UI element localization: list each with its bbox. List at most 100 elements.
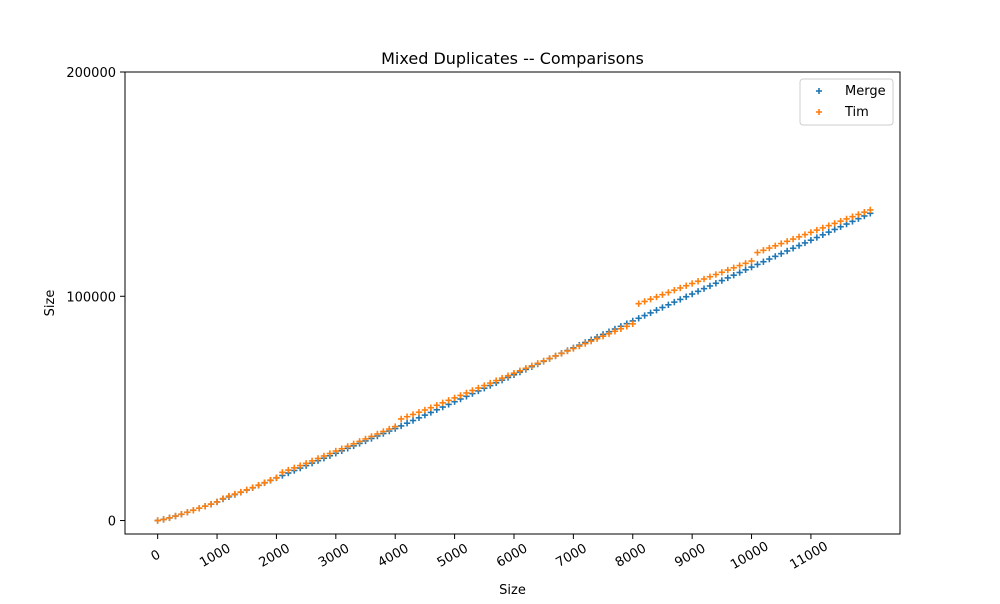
data-point-tim xyxy=(688,280,696,287)
data-point-tim xyxy=(201,502,209,510)
data-point-tim xyxy=(849,213,856,220)
data-point-tim xyxy=(225,492,233,500)
data-point-merge xyxy=(712,280,720,287)
data-point-merge xyxy=(700,285,708,292)
data-point-merge xyxy=(789,245,797,252)
data-point-merge xyxy=(730,271,737,279)
data-point-tim xyxy=(534,360,541,367)
data-point-merge xyxy=(813,234,821,241)
data-point-tim xyxy=(492,377,500,384)
data-point-merge xyxy=(736,269,743,276)
data-point-tim xyxy=(291,464,298,472)
data-point-merge xyxy=(825,228,832,236)
data-point-tim xyxy=(231,490,239,498)
data-point-tim xyxy=(510,369,518,377)
data-point-tim xyxy=(522,365,530,372)
data-point-tim xyxy=(314,455,322,462)
data-point-tim xyxy=(415,409,423,416)
data-point-merge xyxy=(760,258,767,265)
legend-label-tim: Tim xyxy=(844,105,869,120)
data-point-tim xyxy=(552,352,559,360)
data-point-merge xyxy=(647,309,654,317)
data-point-tim xyxy=(831,220,838,227)
x-tick-label: 7000 xyxy=(554,541,590,571)
data-point-tim xyxy=(178,511,185,518)
data-point-merge xyxy=(795,242,803,249)
y-tick-label: 0 xyxy=(108,515,116,530)
data-point-tim xyxy=(540,357,547,365)
data-point-tim xyxy=(380,428,387,435)
data-point-tim xyxy=(528,362,536,369)
data-point-tim xyxy=(338,445,345,452)
data-point-tim xyxy=(694,278,702,285)
data-point-tim xyxy=(392,423,399,430)
x-tick-label: 6000 xyxy=(494,541,530,571)
data-point-tim xyxy=(350,440,357,448)
x-tick-label: 5000 xyxy=(435,541,471,571)
data-point-tim xyxy=(558,350,565,357)
data-point-tim xyxy=(783,238,791,245)
data-point-tim xyxy=(439,399,446,407)
x-tick-label: 9000 xyxy=(672,541,708,571)
data-point-merge xyxy=(409,417,417,424)
data-point-merge xyxy=(748,263,755,271)
merge-marker-icon xyxy=(816,88,822,94)
x-tick-label: 0 xyxy=(149,547,164,564)
data-point-tim xyxy=(623,323,631,330)
data-point-merge xyxy=(653,306,660,314)
data-point-merge xyxy=(635,315,642,322)
data-point-merge xyxy=(403,420,411,427)
data-point-tim xyxy=(730,264,737,271)
data-point-tim xyxy=(825,222,832,229)
data-point-tim xyxy=(154,517,161,524)
data-point-tim xyxy=(320,452,328,460)
data-point-tim xyxy=(237,488,245,496)
data-point-tim xyxy=(736,262,743,269)
data-point-tim xyxy=(296,462,304,469)
legend-marker-tim xyxy=(816,109,822,115)
data-point-merge xyxy=(766,255,773,263)
data-point-tim xyxy=(397,415,405,423)
data-point-tim xyxy=(261,479,268,486)
data-point-tim xyxy=(671,287,678,294)
data-point-tim xyxy=(843,215,850,223)
data-point-tim xyxy=(457,392,464,399)
data-point-tim xyxy=(190,507,197,514)
x-tick-label: 11000 xyxy=(788,539,831,573)
data-point-tim xyxy=(683,282,690,289)
data-point-merge xyxy=(801,239,809,247)
data-point-tim xyxy=(403,413,411,420)
data-point-tim xyxy=(243,486,250,494)
data-point-tim xyxy=(748,257,755,265)
legend: Merge Tim xyxy=(799,78,894,126)
data-point-tim xyxy=(356,438,363,445)
data-point-tim xyxy=(302,460,310,467)
data-point-tim xyxy=(641,298,648,305)
data-point-tim xyxy=(451,394,458,402)
data-point-merge xyxy=(778,250,785,257)
data-point-tim xyxy=(279,469,286,476)
x-tick-label: 3000 xyxy=(316,541,352,571)
data-point-tim xyxy=(587,337,595,345)
data-point-tim xyxy=(267,476,274,484)
data-point-tim xyxy=(504,372,512,379)
data-point-tim xyxy=(795,233,803,241)
legend-box xyxy=(799,78,894,126)
data-point-tim xyxy=(659,291,666,298)
y-axis: 0 100000 200000 xyxy=(66,66,125,530)
data-point-tim xyxy=(599,332,607,340)
data-point-tim xyxy=(801,231,809,238)
data-point-tim xyxy=(362,435,369,443)
data-point-merge xyxy=(659,304,666,311)
data-point-tim xyxy=(421,406,429,414)
data-point-tim xyxy=(166,514,173,522)
data-point-tim xyxy=(611,328,619,335)
x-tick-label: 10000 xyxy=(728,539,771,573)
data-point-tim xyxy=(742,260,749,267)
data-point-tim xyxy=(700,275,708,283)
data-point-merge xyxy=(688,290,696,298)
data-point-tim xyxy=(617,325,625,332)
data-point-tim xyxy=(546,355,553,362)
